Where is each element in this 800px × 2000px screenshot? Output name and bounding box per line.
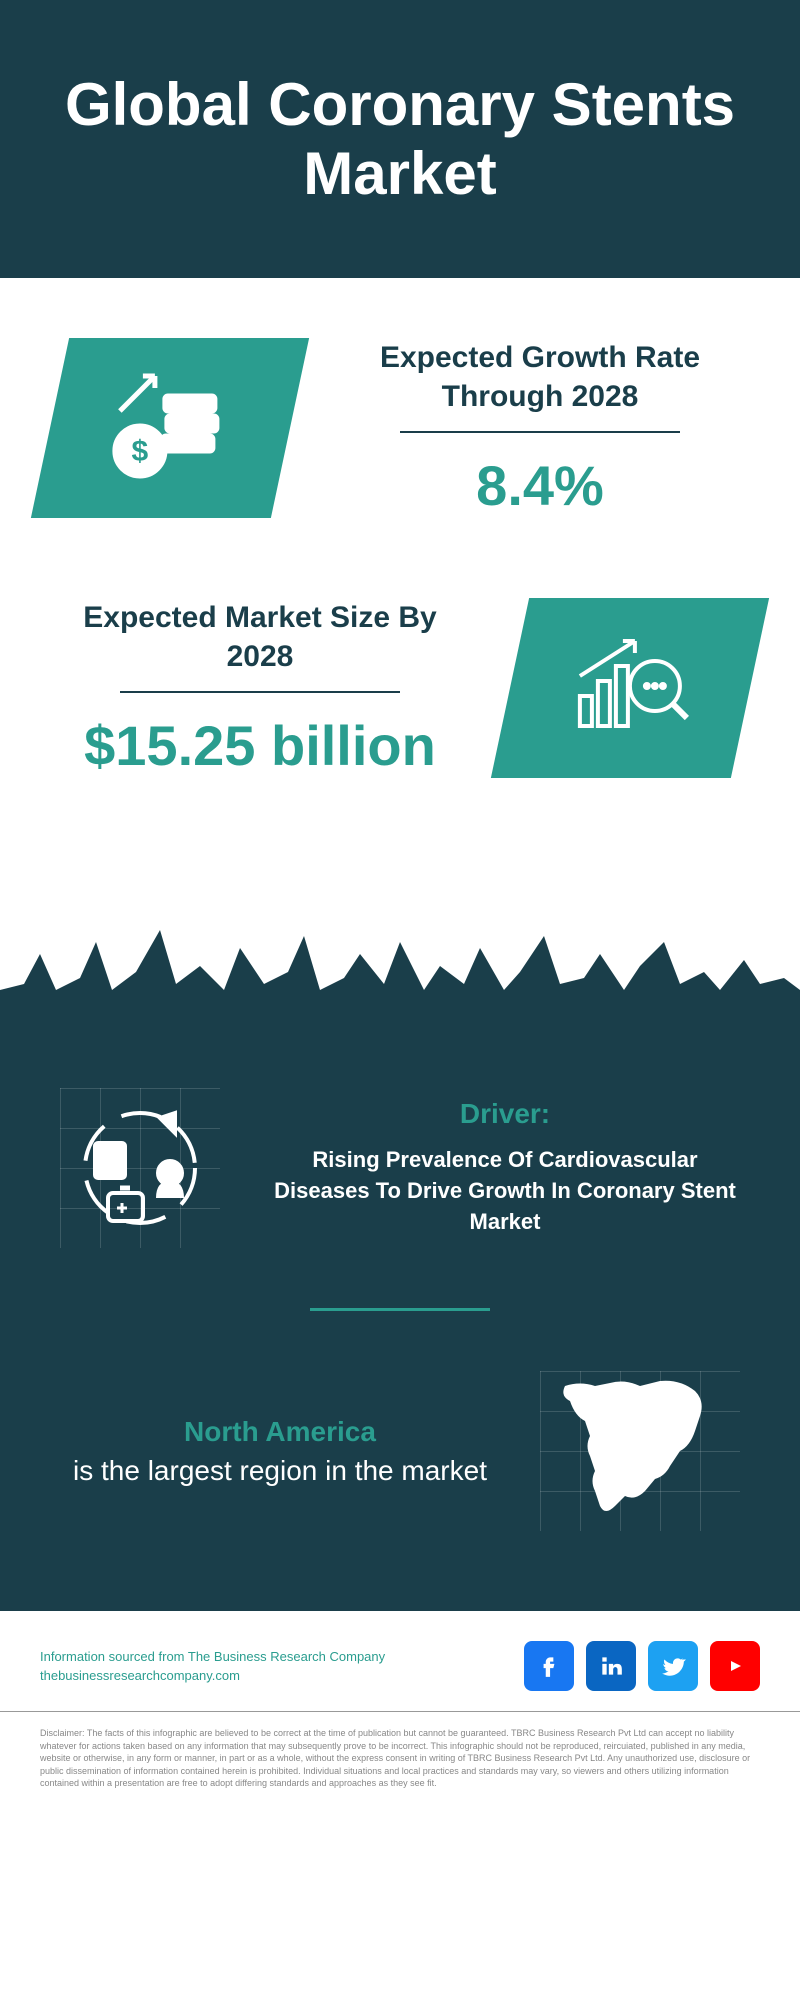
growth-label: Expected Growth Rate Through 2028	[330, 338, 750, 416]
green-divider	[310, 1308, 490, 1311]
market-stat-text: Expected Market Size By 2028 $15.25 bill…	[50, 598, 470, 778]
growth-stat-text: Expected Growth Rate Through 2028 8.4%	[330, 338, 750, 518]
header-banner: Global Coronary Stents Market	[0, 0, 800, 278]
driver-text: Driver: Rising Prevalence Of Cardiovascu…	[270, 1098, 740, 1237]
market-value: $15.25 billion	[50, 713, 470, 778]
medical-network-icon	[60, 1088, 220, 1248]
svg-text:$: $	[132, 435, 149, 468]
analytics-icon	[565, 626, 695, 746]
stats-section: $ Expected Growth Rate Through 2028 8.4%	[0, 278, 800, 918]
footer: Information sourced from The Business Re…	[0, 1611, 800, 1712]
region-text: North America is the largest region in t…	[60, 1412, 500, 1490]
disclaimer-text: Disclaimer: The facts of this infographi…	[0, 1712, 800, 1820]
driver-icon-container	[60, 1088, 220, 1248]
twitter-icon[interactable]	[648, 1641, 698, 1691]
driver-row: Driver: Rising Prevalence Of Cardiovascu…	[60, 1088, 740, 1248]
region-icon-container	[540, 1371, 740, 1531]
facebook-icon[interactable]	[524, 1641, 574, 1691]
growth-stat-block: $ Expected Growth Rate Through 2028 8.4%	[50, 338, 750, 518]
region-description: is the largest region in the market	[73, 1455, 487, 1486]
growth-value: 8.4%	[330, 453, 750, 518]
region-row: North America is the largest region in t…	[60, 1371, 740, 1531]
north-america-map-icon	[540, 1371, 740, 1531]
market-icon-container	[491, 598, 769, 778]
footer-line2: thebusinessresearchcompany.com	[40, 1668, 240, 1683]
skyline-decoration	[0, 918, 800, 1038]
linkedin-icon[interactable]	[586, 1641, 636, 1691]
divider	[120, 691, 400, 693]
divider	[400, 431, 680, 433]
driver-description: Rising Prevalence Of Cardiovascular Dise…	[270, 1145, 740, 1237]
growth-icon-container: $	[31, 338, 309, 518]
dark-section: Driver: Rising Prevalence Of Cardiovascu…	[0, 1038, 800, 1611]
market-stat-block: Expected Market Size By 2028 $15.25 bill…	[50, 598, 750, 778]
money-growth-icon: $	[105, 366, 235, 486]
region-highlight: North America	[184, 1416, 376, 1447]
driver-label: Driver:	[270, 1098, 740, 1130]
footer-source: Information sourced from The Business Re…	[40, 1647, 385, 1686]
social-icons	[524, 1641, 760, 1691]
page-title: Global Coronary Stents Market	[40, 70, 760, 208]
market-label: Expected Market Size By 2028	[50, 598, 470, 676]
youtube-icon[interactable]	[710, 1641, 760, 1691]
footer-line1: Information sourced from The Business Re…	[40, 1649, 385, 1664]
